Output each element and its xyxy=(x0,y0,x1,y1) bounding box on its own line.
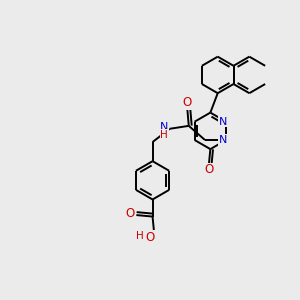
Text: O: O xyxy=(183,96,192,110)
Text: N: N xyxy=(160,122,169,132)
Text: H: H xyxy=(136,231,144,241)
Text: O: O xyxy=(204,163,214,176)
Text: O: O xyxy=(126,207,135,220)
Text: H: H xyxy=(160,130,168,140)
Text: O: O xyxy=(145,231,154,244)
Text: N: N xyxy=(218,117,227,127)
Text: N: N xyxy=(218,135,227,145)
